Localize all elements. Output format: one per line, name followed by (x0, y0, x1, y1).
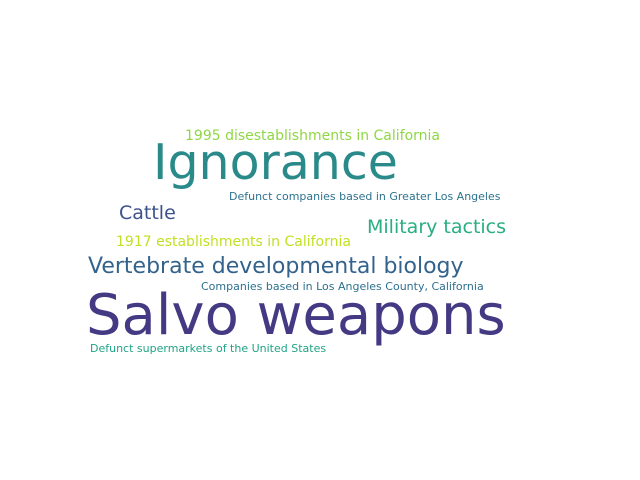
word-1917-establishments: 1917 establishments in California (116, 234, 351, 250)
word-1995-disestablishments: 1995 disestablishments in California (185, 128, 441, 144)
word-defunct-companies-greater-la: Defunct companies based in Greater Los A… (229, 190, 501, 203)
word-military-tactics: Military tactics (367, 216, 507, 238)
word-ignorance: Ignorance (153, 134, 398, 191)
word-vertebrate-developmental-biology: Vertebrate developmental biology (88, 254, 464, 279)
word-salvo-weapons: Salvo weapons (86, 283, 506, 348)
word-defunct-supermarkets: Defunct supermarkets of the United State… (90, 342, 327, 355)
word-cattle: Cattle (119, 202, 176, 224)
word-companies-la-county: Companies based in Los Angeles County, C… (201, 280, 484, 293)
